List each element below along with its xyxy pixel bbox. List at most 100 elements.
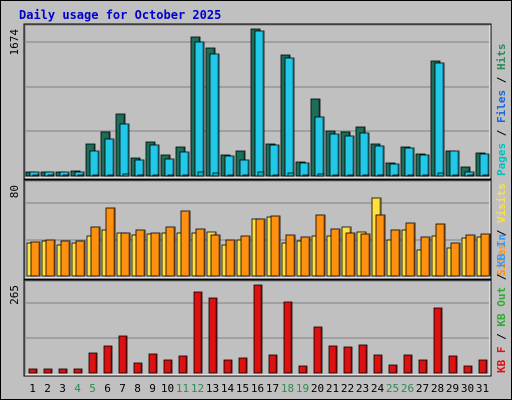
day-label: 25 xyxy=(386,382,399,395)
bar-pages xyxy=(242,174,250,177)
bar-kb-f xyxy=(418,359,428,374)
bar-sites xyxy=(480,233,491,277)
bar-sites xyxy=(330,228,341,277)
bar-sites xyxy=(255,218,266,277)
panel-1: 1674 Pages / Files / Hits xyxy=(8,23,508,180)
bar-pages xyxy=(317,173,325,177)
day-label: 29 xyxy=(446,382,459,395)
day-label: 13 xyxy=(206,382,219,395)
bar-kb-f xyxy=(208,297,218,374)
bar-pages xyxy=(47,174,55,177)
bar-sites xyxy=(180,210,191,277)
y-max-label: 265 xyxy=(8,285,21,305)
legend-item: KB In xyxy=(495,234,508,267)
bar-sites xyxy=(90,226,101,277)
bar-pages xyxy=(407,174,415,177)
day-label: 23 xyxy=(356,382,369,395)
bar-sites xyxy=(270,215,281,277)
bar-kb-f xyxy=(88,352,98,374)
day-label: 8 xyxy=(134,382,141,395)
bar-pages xyxy=(392,174,400,177)
bar-kb-f xyxy=(28,368,38,374)
day-label: 22 xyxy=(341,382,354,395)
day-label: 12 xyxy=(191,382,204,395)
legend-item: Pages xyxy=(495,143,508,176)
bar-kb-f xyxy=(103,345,113,374)
bar-kb-f xyxy=(463,365,473,374)
bar-kb-f xyxy=(328,345,338,374)
bar-pages xyxy=(197,171,205,177)
bar-pages xyxy=(272,174,280,177)
day-label: 27 xyxy=(416,382,429,395)
bar-pages xyxy=(227,174,235,177)
day-label: 21 xyxy=(326,382,339,395)
legend-item: / xyxy=(495,123,508,143)
bar-sites xyxy=(285,234,296,277)
bar-sites xyxy=(195,228,206,277)
bar-sites xyxy=(240,235,251,277)
bar-kb-f xyxy=(388,364,398,374)
bar-sites xyxy=(375,214,386,277)
bar-pages xyxy=(107,174,115,177)
day-label: 18 xyxy=(281,382,294,395)
legend-item: KB F xyxy=(495,347,508,374)
bar-pages xyxy=(302,174,310,177)
bar-kb-f xyxy=(238,357,248,374)
bar-pages xyxy=(422,174,430,177)
bar-sites xyxy=(210,234,221,277)
legend-item: Sites xyxy=(495,243,508,276)
bar-sites xyxy=(60,240,71,277)
bar-kb-f xyxy=(268,354,278,374)
bar-sites xyxy=(30,241,41,277)
day-label: 11 xyxy=(176,382,189,395)
y-max-label: 1674 xyxy=(8,29,21,56)
bar-pages xyxy=(257,171,265,177)
day-label: 14 xyxy=(221,382,235,395)
bar-pages xyxy=(362,174,370,177)
bar-kb-f xyxy=(43,368,53,374)
day-label: 4 xyxy=(74,382,81,395)
bar-sites xyxy=(435,223,446,277)
bar-kb-f xyxy=(178,355,188,374)
bar-sites xyxy=(360,233,371,277)
day-label: 1 xyxy=(29,382,36,395)
series-legend: Sites / Visits xyxy=(495,183,508,276)
day-label: 3 xyxy=(59,382,66,395)
legend-item: / xyxy=(495,327,508,347)
bar-kb-f xyxy=(358,344,368,374)
day-label: 16 xyxy=(251,382,264,395)
legend-item: Hits xyxy=(495,44,508,71)
legend-item: / xyxy=(495,70,508,90)
legend-item: / xyxy=(495,223,508,243)
day-label: 6 xyxy=(104,382,111,395)
bar-kb-f xyxy=(433,307,443,374)
bar-pages xyxy=(377,174,385,177)
day-label: 28 xyxy=(431,382,444,395)
bar-kb-f xyxy=(478,359,488,374)
bar-pages xyxy=(77,174,85,177)
bar-sites xyxy=(105,207,116,277)
bar-kb-f xyxy=(58,368,68,374)
bar-kb-f xyxy=(283,301,293,374)
bar-kb-f xyxy=(313,326,323,374)
bar-sites xyxy=(465,234,476,277)
bar-sites xyxy=(75,240,86,277)
day-label: 26 xyxy=(401,382,414,395)
chart-title: Daily usage for October 2025 xyxy=(19,8,222,22)
bar-sites xyxy=(45,239,56,277)
bar-kb-f xyxy=(343,346,353,374)
day-label: 2 xyxy=(44,382,51,395)
day-label: 30 xyxy=(461,382,474,395)
day-label: 10 xyxy=(161,382,174,395)
bar-kb-f xyxy=(373,354,383,374)
bar-sites xyxy=(420,236,431,277)
bar-pages xyxy=(347,174,355,177)
bar-sites xyxy=(135,229,146,277)
day-label: 5 xyxy=(89,382,96,395)
bar-pages xyxy=(437,172,445,177)
bar-pages xyxy=(62,174,70,177)
bar-sites xyxy=(450,242,461,277)
day-label: 19 xyxy=(296,382,309,395)
bar-pages xyxy=(452,174,460,177)
bar-sites xyxy=(225,239,236,277)
